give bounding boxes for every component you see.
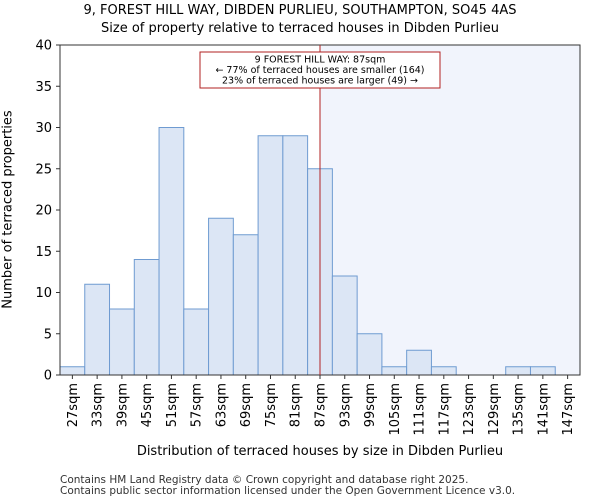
x-tick-label: 135sqm <box>512 383 527 436</box>
annotation-line: ← 77% of terraced houses are smaller (16… <box>215 65 424 76</box>
x-tick-label: 123sqm <box>462 383 477 436</box>
x-tick-label: 57sqm <box>190 383 205 427</box>
bar <box>84 283 111 376</box>
y-tick-label: 40 <box>35 39 52 54</box>
x-tick-label: 105sqm <box>388 383 403 436</box>
x-tick-label: 69sqm <box>239 383 254 427</box>
x-tick-label: 27sqm <box>66 383 81 427</box>
x-tick-label: 117sqm <box>437 383 452 436</box>
bar <box>208 217 234 376</box>
y-tick-label: 10 <box>35 286 52 301</box>
y-tick-label: 15 <box>35 245 52 260</box>
x-tick-label: 147sqm <box>561 383 576 436</box>
bar <box>59 366 86 376</box>
bar <box>430 366 457 376</box>
bar <box>381 366 408 376</box>
bar <box>232 234 259 376</box>
x-tick-label: 93sqm <box>338 383 353 427</box>
bar <box>356 333 383 376</box>
y-tick-label: 35 <box>35 80 52 95</box>
annotation-line: 9 FOREST HILL WAY: 87sqm <box>255 55 386 66</box>
x-tick-label: 39sqm <box>115 383 130 427</box>
y-tick-label: 20 <box>35 204 52 219</box>
bar <box>257 135 284 376</box>
annotation-line: 23% of terraced houses are larger (49) → <box>222 76 418 87</box>
x-tick-label: 111sqm <box>413 383 428 436</box>
x-tick-label: 81sqm <box>289 383 304 427</box>
chart-subtitle: Size of property relative to terraced ho… <box>101 21 499 36</box>
bar <box>406 349 432 376</box>
x-tick-label: 129sqm <box>487 383 502 436</box>
bar <box>282 135 309 376</box>
x-tick-label: 75sqm <box>264 383 279 427</box>
x-tick-label: 87sqm <box>314 383 329 427</box>
footer-licence: Contains public sector information licen… <box>60 485 516 497</box>
bar <box>133 259 160 376</box>
x-tick-label: 99sqm <box>363 383 378 427</box>
highlight-region <box>320 45 580 375</box>
annotation-box <box>199 51 441 89</box>
bar <box>158 127 185 376</box>
chart-title: 9, FOREST HILL WAY, DIBDEN PURLIEU, SOUT… <box>83 3 517 18</box>
y-tick-label: 25 <box>35 162 52 177</box>
y-tick-label: 30 <box>35 121 52 136</box>
x-tick-label: 63sqm <box>214 383 229 427</box>
x-tick-label: 45sqm <box>140 383 155 427</box>
x-tick-label: 51sqm <box>165 383 180 427</box>
bar <box>331 275 358 376</box>
bar <box>529 366 556 376</box>
x-tick-label: 141sqm <box>536 383 551 436</box>
y-axis-title: Number of terraced properties <box>0 110 16 309</box>
footer-copyright: Contains HM Land Registry data © Crown c… <box>60 474 469 486</box>
y-tick-label: 5 <box>44 327 52 342</box>
x-axis-title: Distribution of terraced houses by size … <box>136 444 504 459</box>
x-tick-label: 33sqm <box>91 383 106 427</box>
bar <box>183 308 210 376</box>
y-tick-label: 0 <box>44 369 52 384</box>
bar <box>505 366 531 376</box>
bar <box>109 308 135 376</box>
